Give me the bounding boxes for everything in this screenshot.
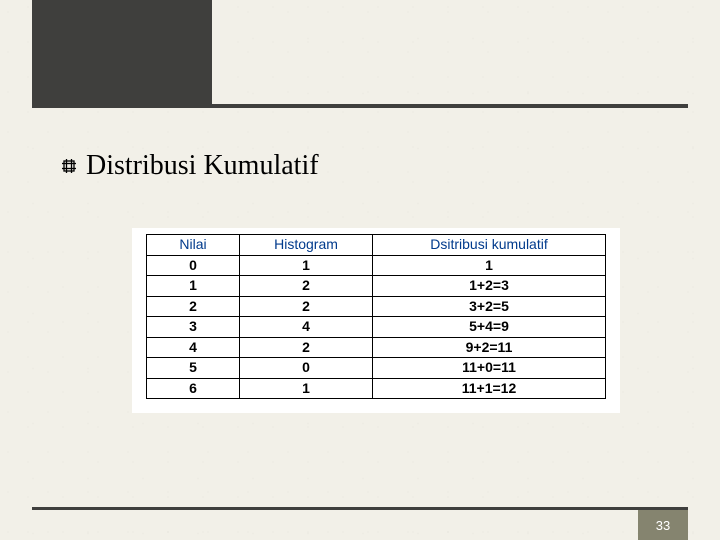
cell-nilai: 4 xyxy=(147,337,240,358)
header-accent-box xyxy=(32,0,212,108)
title-block: Distribusi Kumulatif xyxy=(62,150,319,182)
footer-divider xyxy=(32,507,688,510)
cell-hist: 4 xyxy=(240,317,373,338)
cell-nilai: 5 xyxy=(147,358,240,379)
page-title: Distribusi Kumulatif xyxy=(86,150,319,182)
cell-hist: 1 xyxy=(240,378,373,399)
cell-nilai: 2 xyxy=(147,296,240,317)
data-table-container: Nilai Histogram Dsitribusi kumulatif 0 1… xyxy=(132,228,620,413)
cell-dist: 11+1=12 xyxy=(373,378,606,399)
table-row: 1 2 1+2=3 xyxy=(147,276,606,297)
cell-dist: 1 xyxy=(373,255,606,276)
table-row: 4 2 9+2=11 xyxy=(147,337,606,358)
page-number: 33 xyxy=(656,518,670,533)
col-header-histogram: Histogram xyxy=(240,235,373,256)
table-header-row: Nilai Histogram Dsitribusi kumulatif xyxy=(147,235,606,256)
cell-hist: 2 xyxy=(240,337,373,358)
cell-hist: 2 xyxy=(240,296,373,317)
table-row: 5 0 11+0=11 xyxy=(147,358,606,379)
cumulative-table: Nilai Histogram Dsitribusi kumulatif 0 1… xyxy=(146,234,606,399)
cell-hist: 2 xyxy=(240,276,373,297)
hash-square-icon xyxy=(62,159,76,173)
col-header-nilai: Nilai xyxy=(147,235,240,256)
table-row: 0 1 1 xyxy=(147,255,606,276)
table-row: 2 2 3+2=5 xyxy=(147,296,606,317)
cell-hist: 0 xyxy=(240,358,373,379)
cell-dist: 11+0=11 xyxy=(373,358,606,379)
col-header-distribution: Dsitribusi kumulatif xyxy=(373,235,606,256)
cell-dist: 3+2=5 xyxy=(373,296,606,317)
cell-dist: 1+2=3 xyxy=(373,276,606,297)
header-divider xyxy=(32,104,688,108)
cell-nilai: 3 xyxy=(147,317,240,338)
cell-dist: 5+4=9 xyxy=(373,317,606,338)
page-number-box: 33 xyxy=(638,510,688,540)
cell-dist: 9+2=11 xyxy=(373,337,606,358)
cell-nilai: 6 xyxy=(147,378,240,399)
cell-nilai: 1 xyxy=(147,276,240,297)
cell-hist: 1 xyxy=(240,255,373,276)
cell-nilai: 0 xyxy=(147,255,240,276)
table-row: 3 4 5+4=9 xyxy=(147,317,606,338)
table-row: 6 1 11+1=12 xyxy=(147,378,606,399)
